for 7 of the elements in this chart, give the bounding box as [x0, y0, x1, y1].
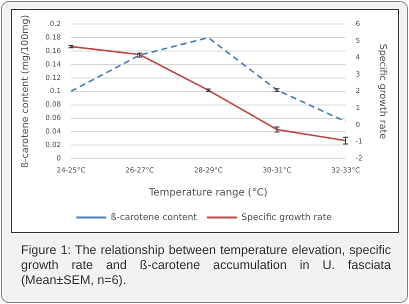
legend-label: Specific growth rate	[241, 212, 332, 223]
y-axis-title: ß-carotene content (mg/100mg)	[20, 14, 32, 168]
line-series	[70, 36, 346, 122]
caption: Figure 1: The relationship between temperature elevation, specific growth rate and ß-carotene accumulation in U. fasciata (Mean±SEM, n=6).	[21, 243, 391, 288]
x-axis-title: Temperature range (°C)	[148, 188, 268, 199]
y2-axis-title: Specific growth rate	[376, 44, 388, 140]
legend-label: ß-carotene content	[110, 212, 198, 223]
